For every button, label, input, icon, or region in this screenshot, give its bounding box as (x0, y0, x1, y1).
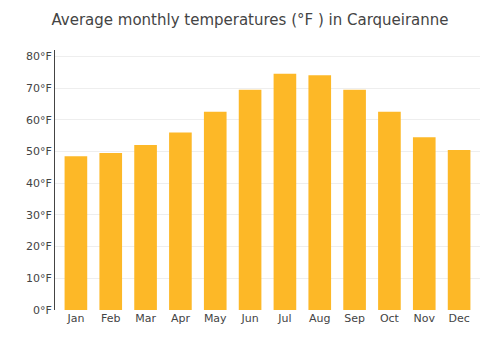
svg-text:Aug: Aug (309, 312, 330, 325)
svg-text:60°F: 60°F (26, 114, 52, 127)
svg-text:Mar: Mar (135, 312, 156, 325)
svg-text:20°F: 20°F (26, 240, 52, 253)
svg-text:Oct: Oct (380, 312, 400, 325)
svg-text:80°F: 80°F (26, 50, 52, 63)
svg-text:Average monthly temperatures (: Average monthly temperatures (°F ) in Ca… (51, 11, 448, 29)
svg-text:50°F: 50°F (26, 145, 52, 158)
svg-text:Jun: Jun (240, 312, 258, 325)
svg-text:Jul: Jul (277, 312, 291, 325)
svg-text:Apr: Apr (171, 312, 191, 325)
svg-text:Nov: Nov (414, 312, 436, 325)
svg-text:10°F: 10°F (26, 272, 52, 285)
svg-text:Dec: Dec (448, 312, 469, 325)
svg-text:40°F: 40°F (26, 177, 52, 190)
svg-text:0°F: 0°F (33, 304, 52, 317)
svg-text:30°F: 30°F (26, 209, 52, 222)
svg-text:Jan: Jan (66, 312, 84, 325)
svg-text:70°F: 70°F (26, 82, 52, 95)
svg-text:Feb: Feb (101, 312, 120, 325)
svg-text:Sep: Sep (344, 312, 365, 325)
svg-text:May: May (204, 312, 227, 325)
